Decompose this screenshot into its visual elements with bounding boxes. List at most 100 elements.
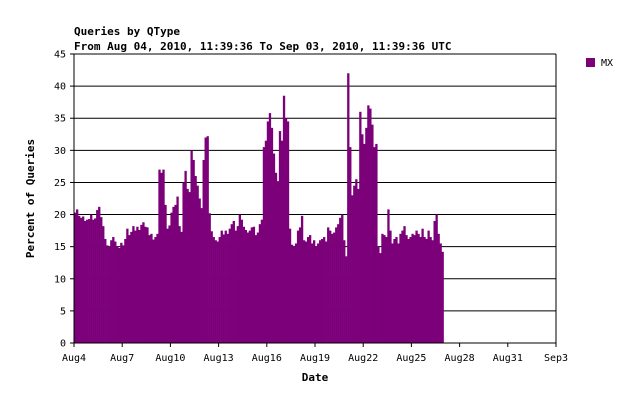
bar-mx	[286, 121, 290, 343]
bar-mx	[94, 218, 97, 343]
x-tick-labels: Aug4 Aug7 Aug10 Aug13 Aug16 Aug19 Aug22 Aug25 Au…	[62, 353, 568, 364]
bar-mx	[300, 215, 304, 343]
bar-mx	[294, 243, 298, 343]
bar-mx	[405, 235, 408, 343]
bar-mx	[262, 147, 266, 343]
bar-mx	[401, 230, 404, 343]
bar-mx	[222, 234, 225, 343]
bar-mx	[423, 237, 426, 343]
bar-mx	[190, 150, 193, 343]
bar-mx	[238, 214, 241, 343]
legend-label-mx: MX	[601, 58, 613, 69]
bar-mx	[373, 147, 376, 343]
y-tick-label-45: 45	[54, 50, 66, 61]
x-tick-label-Aug13: Aug13	[204, 353, 234, 364]
bar-mx	[365, 127, 368, 343]
bar-mx	[413, 235, 416, 343]
bar-mx	[389, 230, 392, 343]
bar-mx	[156, 233, 159, 343]
bar-mx	[108, 246, 111, 343]
bar-mx	[282, 95, 286, 343]
bar-mx	[206, 136, 209, 343]
bar-mx	[429, 237, 432, 343]
bar-mx	[218, 237, 221, 343]
x-tick-label-Aug4: Aug4	[62, 353, 86, 364]
bar-mx	[276, 181, 280, 343]
bar-mx	[437, 233, 440, 343]
bar-mx	[84, 220, 87, 343]
bar-mx	[86, 219, 89, 343]
x-tick-label-Aug25: Aug25	[396, 353, 426, 364]
y-tick-label-35: 35	[54, 114, 66, 125]
y-tick-labels: 0 5 10 15 20 25 30 35 40 45	[54, 50, 66, 350]
bar-mx	[158, 169, 161, 343]
x-tick-label-Aug7: Aug7	[110, 353, 134, 364]
bar-mx	[391, 243, 394, 343]
bar-mx	[200, 208, 203, 343]
bar-mx	[220, 230, 223, 343]
bar-mx	[431, 240, 434, 343]
bar-mx	[198, 198, 201, 343]
bar-mx	[228, 228, 231, 343]
bar-mx	[92, 219, 95, 343]
bar-mx	[148, 235, 151, 343]
bar-mx	[96, 210, 99, 343]
bar-mx	[170, 212, 173, 343]
bar-mx	[403, 226, 406, 343]
chart-subtitle: From Aug 04, 2010, 11:39:36 To Sep 03, 2…	[74, 40, 452, 53]
bar-mx	[353, 185, 356, 343]
bar-mx	[146, 227, 149, 343]
bar-mx	[76, 209, 79, 343]
bar-mx	[395, 237, 398, 343]
bar-mx	[361, 134, 364, 343]
bar-mx	[359, 111, 362, 343]
bar-mx	[379, 253, 382, 343]
chart-title: Queries by QType	[74, 25, 180, 38]
bar-mx	[134, 230, 137, 343]
bar-mx	[266, 121, 270, 343]
bar-mx	[268, 113, 272, 343]
y-tick-label-40: 40	[54, 82, 66, 93]
bar-mx	[296, 230, 300, 343]
bar-mx	[369, 108, 372, 343]
bar-mx	[114, 241, 117, 343]
bar-mx	[256, 232, 260, 343]
bar-mx	[306, 237, 310, 343]
bar-mx	[260, 219, 264, 343]
bar-mx	[246, 232, 250, 343]
x-tick-label-Aug22: Aug22	[348, 353, 378, 364]
bar-mx	[371, 124, 374, 344]
bar-mx	[377, 246, 380, 343]
bar-mx	[411, 233, 414, 343]
x-tick-label-Aug28: Aug28	[445, 353, 475, 364]
bar-mx	[74, 212, 77, 343]
bar-mx	[204, 137, 207, 343]
bar-mx	[397, 243, 400, 343]
bar-mx	[126, 228, 129, 343]
bar-mx	[194, 176, 197, 343]
bar-mx	[210, 231, 213, 343]
axes	[70, 53, 557, 347]
bar-mx	[234, 230, 237, 343]
bar-mx	[315, 246, 318, 343]
x-tick-label-Aug31: Aug31	[493, 353, 523, 364]
bar-mx	[381, 233, 384, 343]
bar-mx	[331, 233, 334, 343]
bar-mx	[226, 233, 229, 343]
bar-mx	[254, 235, 258, 343]
bar-mx	[345, 256, 348, 343]
bar-mx	[102, 226, 105, 343]
x-tick-label-Aug19: Aug19	[300, 353, 330, 364]
bar-mx	[325, 241, 328, 343]
bar-mx	[312, 240, 316, 343]
bar-mx	[80, 217, 83, 343]
bar-mx	[349, 147, 352, 343]
bar-mx	[152, 239, 155, 343]
bar-mx	[244, 229, 248, 343]
bar-mx	[100, 217, 103, 343]
y-tick-label-15: 15	[54, 242, 66, 253]
bar-mx	[82, 216, 85, 343]
bar-mx	[290, 244, 294, 343]
bar-mx	[202, 159, 205, 343]
